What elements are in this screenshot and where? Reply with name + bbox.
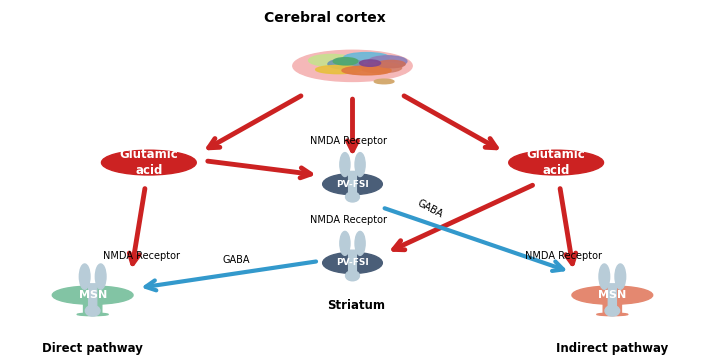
Ellipse shape — [333, 58, 357, 65]
Ellipse shape — [344, 53, 389, 63]
FancyBboxPatch shape — [89, 284, 97, 311]
Ellipse shape — [333, 57, 372, 71]
Text: NMDA Receptor: NMDA Receptor — [310, 215, 388, 225]
Ellipse shape — [340, 231, 350, 255]
Text: Glutamic
acid: Glutamic acid — [119, 148, 178, 177]
Ellipse shape — [368, 56, 407, 67]
Ellipse shape — [615, 264, 625, 289]
Ellipse shape — [572, 286, 653, 304]
Text: GABA: GABA — [416, 199, 445, 220]
Ellipse shape — [360, 60, 381, 66]
Ellipse shape — [323, 174, 382, 195]
Ellipse shape — [102, 150, 196, 175]
Text: Direct pathway: Direct pathway — [42, 342, 143, 355]
Ellipse shape — [360, 63, 402, 73]
Text: NMDA Receptor: NMDA Receptor — [310, 136, 388, 147]
FancyBboxPatch shape — [349, 171, 356, 197]
Ellipse shape — [597, 313, 627, 316]
Text: PV-FSI: PV-FSI — [336, 258, 369, 268]
FancyBboxPatch shape — [608, 284, 616, 311]
Text: Glutamic
acid: Glutamic acid — [527, 148, 586, 177]
Ellipse shape — [509, 150, 603, 175]
Text: Indirect pathway: Indirect pathway — [556, 342, 668, 355]
Ellipse shape — [309, 55, 354, 66]
Text: NMDA Receptor: NMDA Receptor — [104, 251, 180, 261]
Ellipse shape — [80, 264, 90, 289]
Text: MSN: MSN — [599, 290, 627, 300]
Ellipse shape — [293, 50, 412, 82]
Text: GABA: GABA — [223, 255, 250, 265]
Text: MSN: MSN — [78, 290, 106, 300]
Ellipse shape — [377, 60, 405, 68]
Ellipse shape — [342, 66, 391, 75]
Ellipse shape — [374, 79, 394, 84]
Ellipse shape — [345, 192, 360, 202]
Text: Cerebral cortex: Cerebral cortex — [264, 11, 386, 25]
Text: NMDA Receptor: NMDA Receptor — [525, 251, 601, 261]
Text: Striatum: Striatum — [327, 299, 385, 312]
Ellipse shape — [78, 313, 108, 316]
Ellipse shape — [355, 231, 365, 255]
Ellipse shape — [52, 286, 133, 304]
Ellipse shape — [345, 271, 360, 281]
FancyBboxPatch shape — [349, 250, 356, 276]
FancyBboxPatch shape — [603, 304, 621, 315]
Ellipse shape — [340, 153, 350, 177]
Ellipse shape — [85, 305, 100, 316]
Ellipse shape — [599, 264, 610, 289]
Ellipse shape — [316, 65, 361, 74]
Text: PV-FSI: PV-FSI — [336, 179, 369, 188]
FancyBboxPatch shape — [84, 304, 102, 315]
Ellipse shape — [605, 305, 620, 316]
Ellipse shape — [355, 153, 365, 177]
Ellipse shape — [95, 264, 106, 289]
Ellipse shape — [328, 59, 363, 69]
Ellipse shape — [323, 252, 382, 273]
